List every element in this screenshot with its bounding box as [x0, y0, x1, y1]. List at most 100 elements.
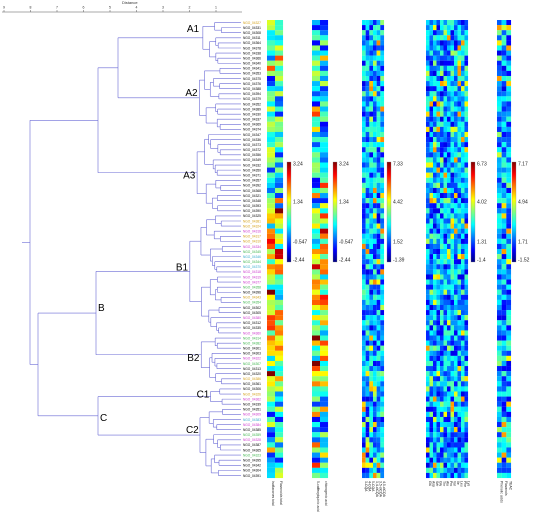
heatmap-cell — [457, 294, 462, 300]
heatmap-cell — [362, 111, 366, 117]
heatmap-cell — [275, 467, 284, 473]
heatmap-cell — [497, 422, 502, 428]
heatmap-cell — [320, 45, 329, 51]
heatmap-cell — [426, 65, 430, 71]
heatmap-cell — [373, 121, 377, 127]
heatmap-cell — [506, 396, 512, 402]
heatmap-cell — [369, 55, 374, 61]
heatmap-cell — [454, 238, 458, 244]
heatmap-cell — [436, 137, 441, 143]
heatmap-cell — [436, 198, 441, 204]
heatmap-cell — [433, 142, 437, 148]
heatmap-cell — [450, 457, 455, 463]
heatmap-cell — [457, 55, 462, 61]
heatmap-cell — [454, 142, 458, 148]
heatmap-cell — [450, 366, 455, 372]
sample-label: NGO_04353 — [243, 72, 261, 76]
sample-label: NGO_04352 — [243, 102, 261, 106]
heatmap-cell — [320, 152, 329, 158]
color-scale-bar: 3.241.34-0.547-2.44 — [332, 162, 353, 264]
heatmap-cell — [380, 218, 385, 224]
heatmap-cell — [320, 198, 329, 204]
heatmap-cell — [362, 70, 366, 77]
heatmap-cell — [464, 193, 469, 199]
heatmap-cell — [365, 167, 370, 173]
sample-label: NGO_04396 — [243, 291, 261, 295]
heatmap-cell — [450, 45, 455, 51]
heatmap-cell — [464, 147, 469, 153]
heatmap-column-label: Glu — [428, 481, 432, 486]
heatmap-cell — [447, 315, 451, 321]
heatmap-cell — [440, 198, 444, 204]
heatmap-cell — [365, 345, 370, 351]
heatmap-cell — [320, 20, 329, 26]
heatmap-cell — [501, 40, 507, 46]
heatmap-cell — [365, 45, 370, 51]
heatmap-cell — [506, 126, 512, 133]
heatmap-cell — [506, 233, 512, 239]
heatmap-cell — [275, 462, 284, 468]
heatmap-cell — [426, 218, 430, 224]
heatmap-cell — [426, 411, 430, 417]
heatmap-cell — [447, 299, 451, 306]
heatmap-cell — [312, 264, 321, 270]
heatmap-cell — [443, 45, 448, 51]
heatmap-cell — [436, 213, 441, 219]
heatmap-cell — [373, 111, 377, 117]
heatmap-cell — [362, 325, 366, 331]
heatmap-cell — [440, 177, 444, 183]
heatmap-cell — [380, 91, 385, 97]
color-scale-bar: 7.174.941.71-1.52 — [511, 162, 530, 264]
heatmap-cell — [440, 131, 444, 138]
heatmap-cell — [380, 254, 385, 260]
heatmap-cell — [461, 422, 465, 428]
heatmap-cell — [454, 249, 458, 255]
heatmap-cell — [454, 264, 458, 270]
heatmap-cell — [429, 182, 434, 188]
heatmap-cell — [501, 472, 507, 479]
heatmap-cell — [454, 243, 458, 250]
sample-labels: NGO_04327NGO_04331NGO_04308NGO_04311NGO_… — [243, 21, 261, 478]
heatmap-cell — [443, 381, 448, 387]
heatmap-cell — [275, 289, 284, 295]
heatmap-cell — [433, 396, 437, 402]
heatmap-cell — [365, 75, 370, 82]
heatmap-cell — [267, 376, 276, 382]
heatmap-cell — [426, 406, 430, 412]
heatmap-cell — [461, 81, 465, 87]
heatmap-cell — [433, 386, 437, 392]
heatmap-cell — [443, 416, 448, 423]
heatmap-cell — [376, 320, 381, 326]
heatmap-cell — [447, 228, 451, 234]
heatmap-cell — [320, 203, 329, 209]
heatmap-cell — [267, 106, 276, 112]
heatmap-cell — [464, 96, 469, 102]
heatmap-cell — [362, 208, 366, 214]
heatmap-cell — [501, 416, 507, 423]
heatmap-cell — [376, 274, 381, 280]
heatmap-cell — [369, 462, 374, 468]
heatmap-cell — [436, 101, 441, 107]
heatmap-cell — [447, 457, 451, 463]
heatmap-cell — [450, 335, 455, 341]
heatmap-cell — [461, 457, 465, 463]
heatmap-panel: Isoflavones total Flavonoids total — [267, 20, 284, 506]
heatmap-cell — [429, 350, 434, 356]
heatmap-cell — [312, 101, 321, 107]
heatmap-cell — [454, 427, 458, 433]
heatmap-cell — [369, 345, 374, 351]
heatmap-cell — [464, 366, 469, 372]
heatmap-cell — [497, 208, 502, 214]
heatmap-cell — [447, 274, 451, 280]
heatmap-cell — [369, 208, 374, 214]
heatmap-cell — [429, 386, 434, 392]
heatmap-cell — [501, 289, 507, 295]
heatmap-cell — [275, 315, 284, 321]
heatmap-cell — [440, 167, 444, 173]
sample-label: NGO_04371 — [243, 174, 261, 178]
heatmap-cell — [312, 121, 321, 127]
heatmap-cell — [436, 177, 441, 183]
heatmap-cell — [433, 152, 437, 158]
heatmap-cell — [426, 340, 430, 346]
heatmap-cell — [461, 462, 465, 468]
